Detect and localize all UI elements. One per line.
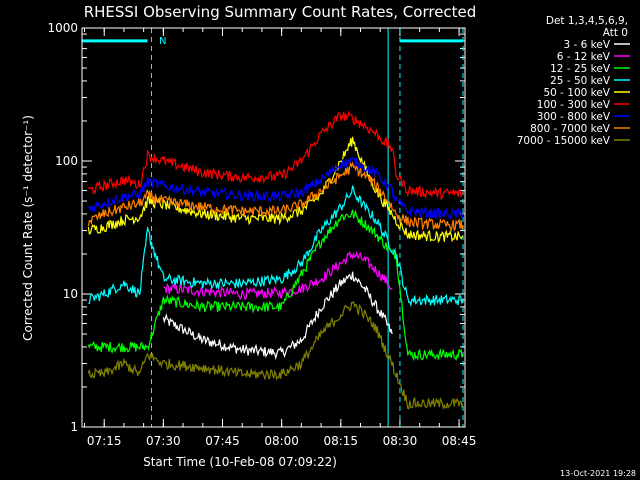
x-axis-label: Start Time (10-Feb-08 07:09:22) xyxy=(143,455,337,469)
x-tick-label: 08:15 xyxy=(323,434,358,448)
tick-labels: 1 10 100 1000 07:15 07:30 07:45 08:00 08:15 08:30… xyxy=(47,21,476,448)
legend-entry: 7000 - 15000 keV xyxy=(517,135,611,147)
legend-header: Att 0 xyxy=(603,27,628,39)
series-line-5 xyxy=(87,110,464,201)
legend-entry: 25 - 50 keV xyxy=(550,75,611,87)
legend-entry: 300 - 800 keV xyxy=(537,111,611,123)
x-tick-label: 07:30 xyxy=(146,434,181,448)
y-axis-label: Corrected Count Rate (s⁻¹ detector⁻¹) xyxy=(21,115,35,341)
series-line-0 xyxy=(162,271,393,361)
x-tick-label: 08:30 xyxy=(383,434,418,448)
y-tick-label: 10 xyxy=(63,287,78,301)
series-line-2 xyxy=(87,209,464,362)
series-line-8 xyxy=(87,300,464,411)
series-lines xyxy=(87,110,464,411)
series-line-3 xyxy=(88,185,464,308)
y-tick-label: 100 xyxy=(55,154,78,168)
legend-entry: 12 - 25 keV xyxy=(550,63,611,75)
legend-header: Det 1,3,4,5,6,9, xyxy=(546,15,628,27)
plot-frame xyxy=(81,27,466,428)
annotation-label: N xyxy=(159,36,166,47)
series-line-4 xyxy=(87,136,464,244)
legend-entry: 50 - 100 keV xyxy=(543,87,610,99)
timestamp: 13-Oct-2021 19:28 xyxy=(560,469,636,478)
legend-entry: 800 - 7000 keV xyxy=(530,123,611,135)
series-line-7 xyxy=(87,161,464,233)
x-tick-label: 07:45 xyxy=(205,434,240,448)
legend-entry: 100 - 300 keV xyxy=(537,99,611,111)
legend-entry: 3 - 6 keV xyxy=(563,39,610,51)
legend-entry: 6 - 12 keV xyxy=(557,51,611,63)
x-tick-label: 08:45 xyxy=(442,434,477,448)
x-tick-label: 07:15 xyxy=(87,434,122,448)
series-line-1 xyxy=(163,250,393,301)
y-tick-label: 1 xyxy=(70,420,78,434)
y-tick-label: 1000 xyxy=(47,21,78,35)
chart-title: RHESSI Observing Summary Count Rates, Co… xyxy=(84,3,477,21)
series-line-6 xyxy=(87,157,464,220)
x-tick-label: 08:00 xyxy=(264,434,299,448)
